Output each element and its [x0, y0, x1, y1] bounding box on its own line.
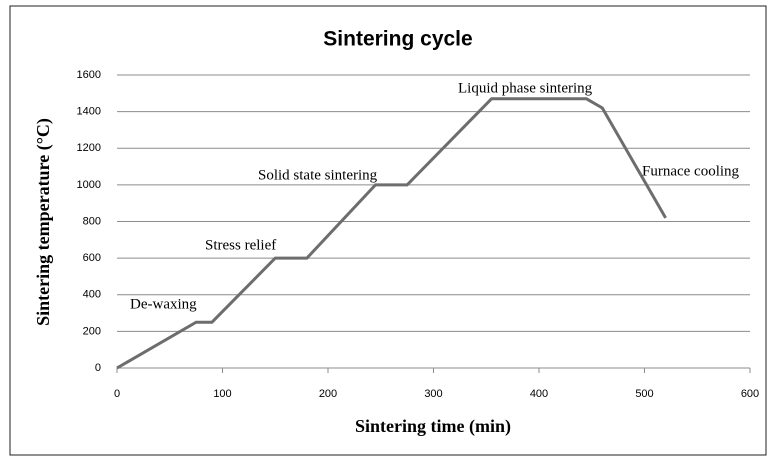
x-tick-label: 500	[635, 388, 653, 400]
x-tick-label: 400	[530, 388, 548, 400]
annotation: Stress relief	[205, 237, 276, 253]
chart-frame	[9, 5, 767, 456]
y-tick-label: 800	[83, 215, 101, 227]
y-tick-label: 1400	[77, 106, 101, 118]
x-tick-label: 200	[319, 388, 337, 400]
y-tick-label: 400	[83, 289, 101, 301]
x-tick-label: 100	[213, 388, 231, 400]
x-tick-label: 0	[114, 388, 120, 400]
x-tick-label: 600	[741, 388, 759, 400]
y-tick-label: 1200	[77, 142, 101, 154]
annotation: Solid state sintering	[258, 167, 378, 183]
chart-title: Sintering cycle	[323, 28, 472, 51]
y-tick-label: 1600	[77, 69, 101, 81]
data-line	[116, 97, 667, 370]
y-axis-label: Sintering temperature (°C)	[33, 118, 54, 326]
annotation: Furnace cooling	[642, 163, 740, 179]
annotation: De-waxing	[130, 296, 197, 312]
annotation: Liquid phase sintering	[458, 80, 593, 96]
x-axis-label: Sintering time (min)	[355, 416, 511, 437]
y-tick-label: 0	[95, 362, 101, 374]
y-tick-label: 1000	[77, 179, 101, 191]
x-tick-label: 300	[424, 388, 442, 400]
y-tick-label: 600	[83, 252, 101, 264]
y-tick-label: 200	[83, 325, 101, 337]
